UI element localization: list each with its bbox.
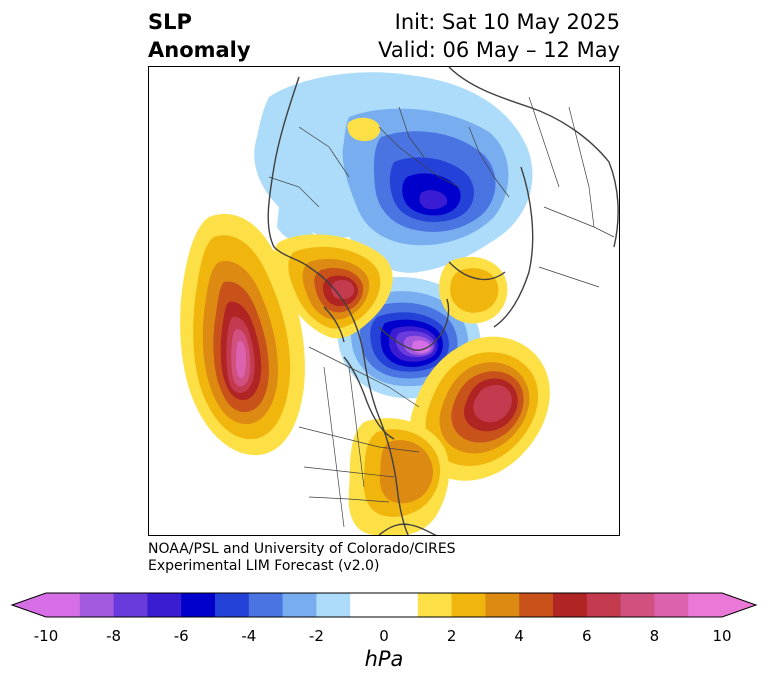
scandinavian-high — [439, 256, 508, 324]
colorbar-unit-label: hPa — [364, 647, 404, 671]
coastline — [493, 166, 534, 328]
colorbar-tick-label: 2 — [446, 627, 457, 645]
colorbar-tick-label: 4 — [514, 627, 524, 645]
border — [568, 106, 595, 228]
colorbar-tick-label: -4 — [241, 627, 257, 645]
valid-range: Valid: 06 May – 12 May — [378, 38, 620, 62]
contour-pos-8 — [236, 341, 246, 379]
coastline — [378, 523, 437, 535]
colorbar-bin — [519, 593, 554, 617]
colorbar-bin — [248, 593, 284, 617]
border — [528, 96, 560, 188]
eastern-north-america-high — [348, 418, 450, 535]
colorbar-bin — [147, 593, 182, 617]
colorbar-bin — [350, 593, 419, 617]
colorbar-bin — [620, 593, 655, 617]
coastline — [267, 76, 310, 268]
contour-pos-1 — [347, 117, 381, 142]
border — [308, 346, 420, 408]
colorbar-bin — [46, 593, 81, 617]
colorbar-extend-low — [12, 593, 46, 617]
colorbar-bin — [79, 593, 115, 617]
title-line-2: Anomaly — [148, 38, 251, 62]
coastline — [448, 67, 619, 248]
border — [398, 106, 425, 158]
border — [348, 366, 365, 488]
border — [308, 496, 390, 503]
colorbar-tick-label: 6 — [582, 627, 592, 645]
colorbar-bin — [316, 593, 351, 617]
contour-pos-3 — [379, 440, 433, 504]
border — [268, 176, 320, 208]
coastline — [308, 266, 409, 535]
colorbar-tick-labels: -10 -8 -6 -4 -2 0 2 4 6 8 10 — [0, 627, 768, 647]
border — [378, 126, 460, 188]
colorbar-bin — [451, 593, 486, 617]
contour-neg-6 — [419, 190, 448, 210]
title: SLP Anomaly — [148, 8, 251, 64]
colorbar-bin — [688, 593, 723, 617]
siberia-small-high — [347, 117, 381, 142]
credit-line-2: Experimental LIM Forecast (v2.0) — [148, 558, 380, 574]
border — [468, 126, 510, 198]
date-info: Init: Sat 10 May 2025 Valid: 06 May – 12… — [378, 8, 620, 64]
border — [303, 466, 395, 478]
credit-line-1: NOAA/PSL and University of Colorado/CIRE… — [148, 541, 456, 557]
colorbar-strip — [10, 592, 758, 618]
contour-pos-2 — [450, 268, 499, 313]
colorbar-extend-high — [722, 593, 756, 617]
colorbar-tick-label: -10 — [33, 627, 59, 645]
border — [298, 126, 350, 178]
colorbar-bin — [181, 593, 216, 617]
border — [298, 426, 420, 453]
coastline — [448, 261, 506, 281]
coastlines — [267, 67, 619, 535]
colorbar-outline — [10, 592, 758, 618]
colorbar: -10 -8 -6 -4 -2 0 2 4 6 8 10 hPa — [0, 585, 768, 686]
map-panel — [148, 66, 620, 536]
title-line-1: SLP — [148, 10, 192, 34]
contour-neg-1b — [277, 207, 319, 244]
colorbar-bin — [417, 593, 453, 617]
contour-pos-6 — [331, 279, 355, 300]
colorbar-tick-label: -6 — [173, 627, 189, 645]
colorbar-tick-label: 0 — [379, 627, 389, 645]
border — [543, 206, 615, 238]
colorbar-bin — [282, 593, 317, 617]
colorbar-bin — [485, 593, 520, 617]
contour-pos-6 — [473, 384, 512, 423]
north-atlantic-high — [410, 336, 550, 481]
colorbar-bin — [654, 593, 689, 617]
credit-text: NOAA/PSL and University of Colorado/CIRE… — [148, 541, 456, 575]
colorbar-tick-label: -8 — [106, 627, 122, 645]
colorbar-bin — [553, 593, 588, 617]
border — [538, 266, 600, 288]
alaska-beaufort-high — [273, 234, 393, 339]
coastline — [378, 298, 450, 351]
coastline — [323, 306, 345, 343]
colorbar-tick-label: -2 — [308, 627, 324, 645]
colorbar-bin — [215, 593, 250, 617]
init-date: Init: Sat 10 May 2025 — [394, 10, 620, 34]
country-borders — [268, 96, 615, 528]
arctic-siberian-low — [254, 72, 533, 273]
colorbar-bin — [586, 593, 622, 617]
colorbar-bin — [113, 593, 148, 617]
colorbar-tick-label: 8 — [649, 627, 660, 645]
border — [323, 366, 345, 528]
colorbar-tick-label: 10 — [712, 627, 732, 645]
north-pacific-high — [180, 213, 305, 456]
slp-anomaly-map — [180, 67, 619, 535]
